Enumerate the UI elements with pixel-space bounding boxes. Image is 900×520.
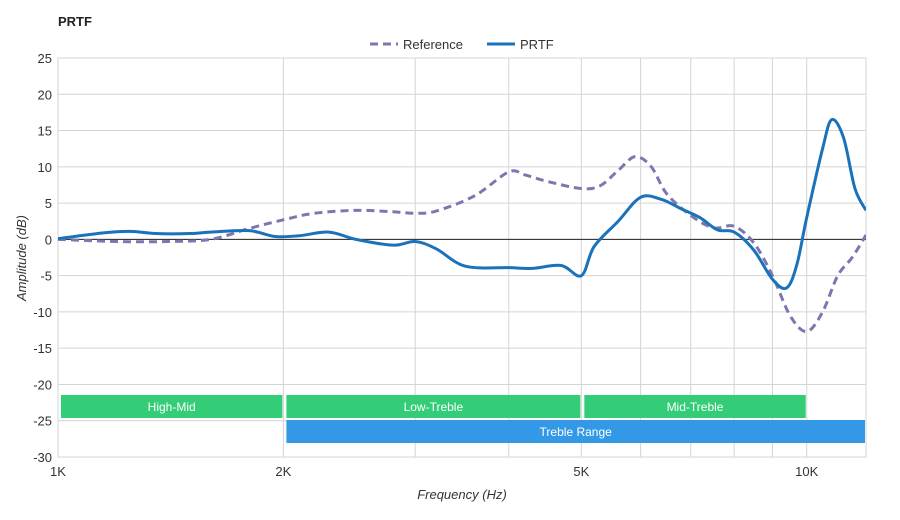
band-label: Low-Treble (404, 400, 464, 414)
y-tick-label: -10 (33, 305, 52, 320)
band-high-mid (61, 395, 283, 418)
series-line-reference (58, 155, 866, 333)
y-tick-label: 10 (38, 160, 52, 175)
legend: Reference PRTF (370, 37, 554, 52)
band-label: Mid-Treble (667, 400, 724, 414)
legend-label: PRTF (520, 37, 554, 52)
y-tick-label: 15 (38, 124, 52, 139)
y-tick-label: -30 (33, 450, 52, 465)
y-tick-label: 5 (45, 196, 52, 211)
y-tick-label: 0 (45, 232, 52, 247)
y-tick-label: -15 (33, 341, 52, 356)
y-axis-label: Amplitude (dB) (14, 215, 29, 302)
band-label: Treble Range (540, 425, 613, 439)
y-tick-label: -20 (33, 377, 52, 392)
band-mid-treble (584, 395, 806, 418)
legend-label: Reference (403, 37, 463, 52)
x-axis-label: Frequency (Hz) (417, 487, 507, 502)
series-line-prtf (58, 117, 866, 291)
y-tick-label: 20 (38, 87, 52, 102)
band-label: High-Mid (148, 400, 196, 414)
series-layer (58, 117, 866, 333)
x-tick-label: 2K (275, 464, 291, 479)
x-tick-label: 10K (795, 464, 818, 479)
x-tick-label: 5K (573, 464, 589, 479)
band-layer: High-Mid Low-Treble Mid-Treble Treble Range (61, 395, 866, 443)
band-treble-range (286, 420, 866, 443)
y-tick-label: 25 (38, 51, 52, 66)
band-low-treble (286, 395, 581, 418)
y-tick-label: -25 (33, 414, 52, 429)
chart-title: PRTF (58, 14, 92, 29)
x-tick-label: 1K (50, 464, 66, 479)
y-tick-label: -5 (40, 269, 52, 284)
